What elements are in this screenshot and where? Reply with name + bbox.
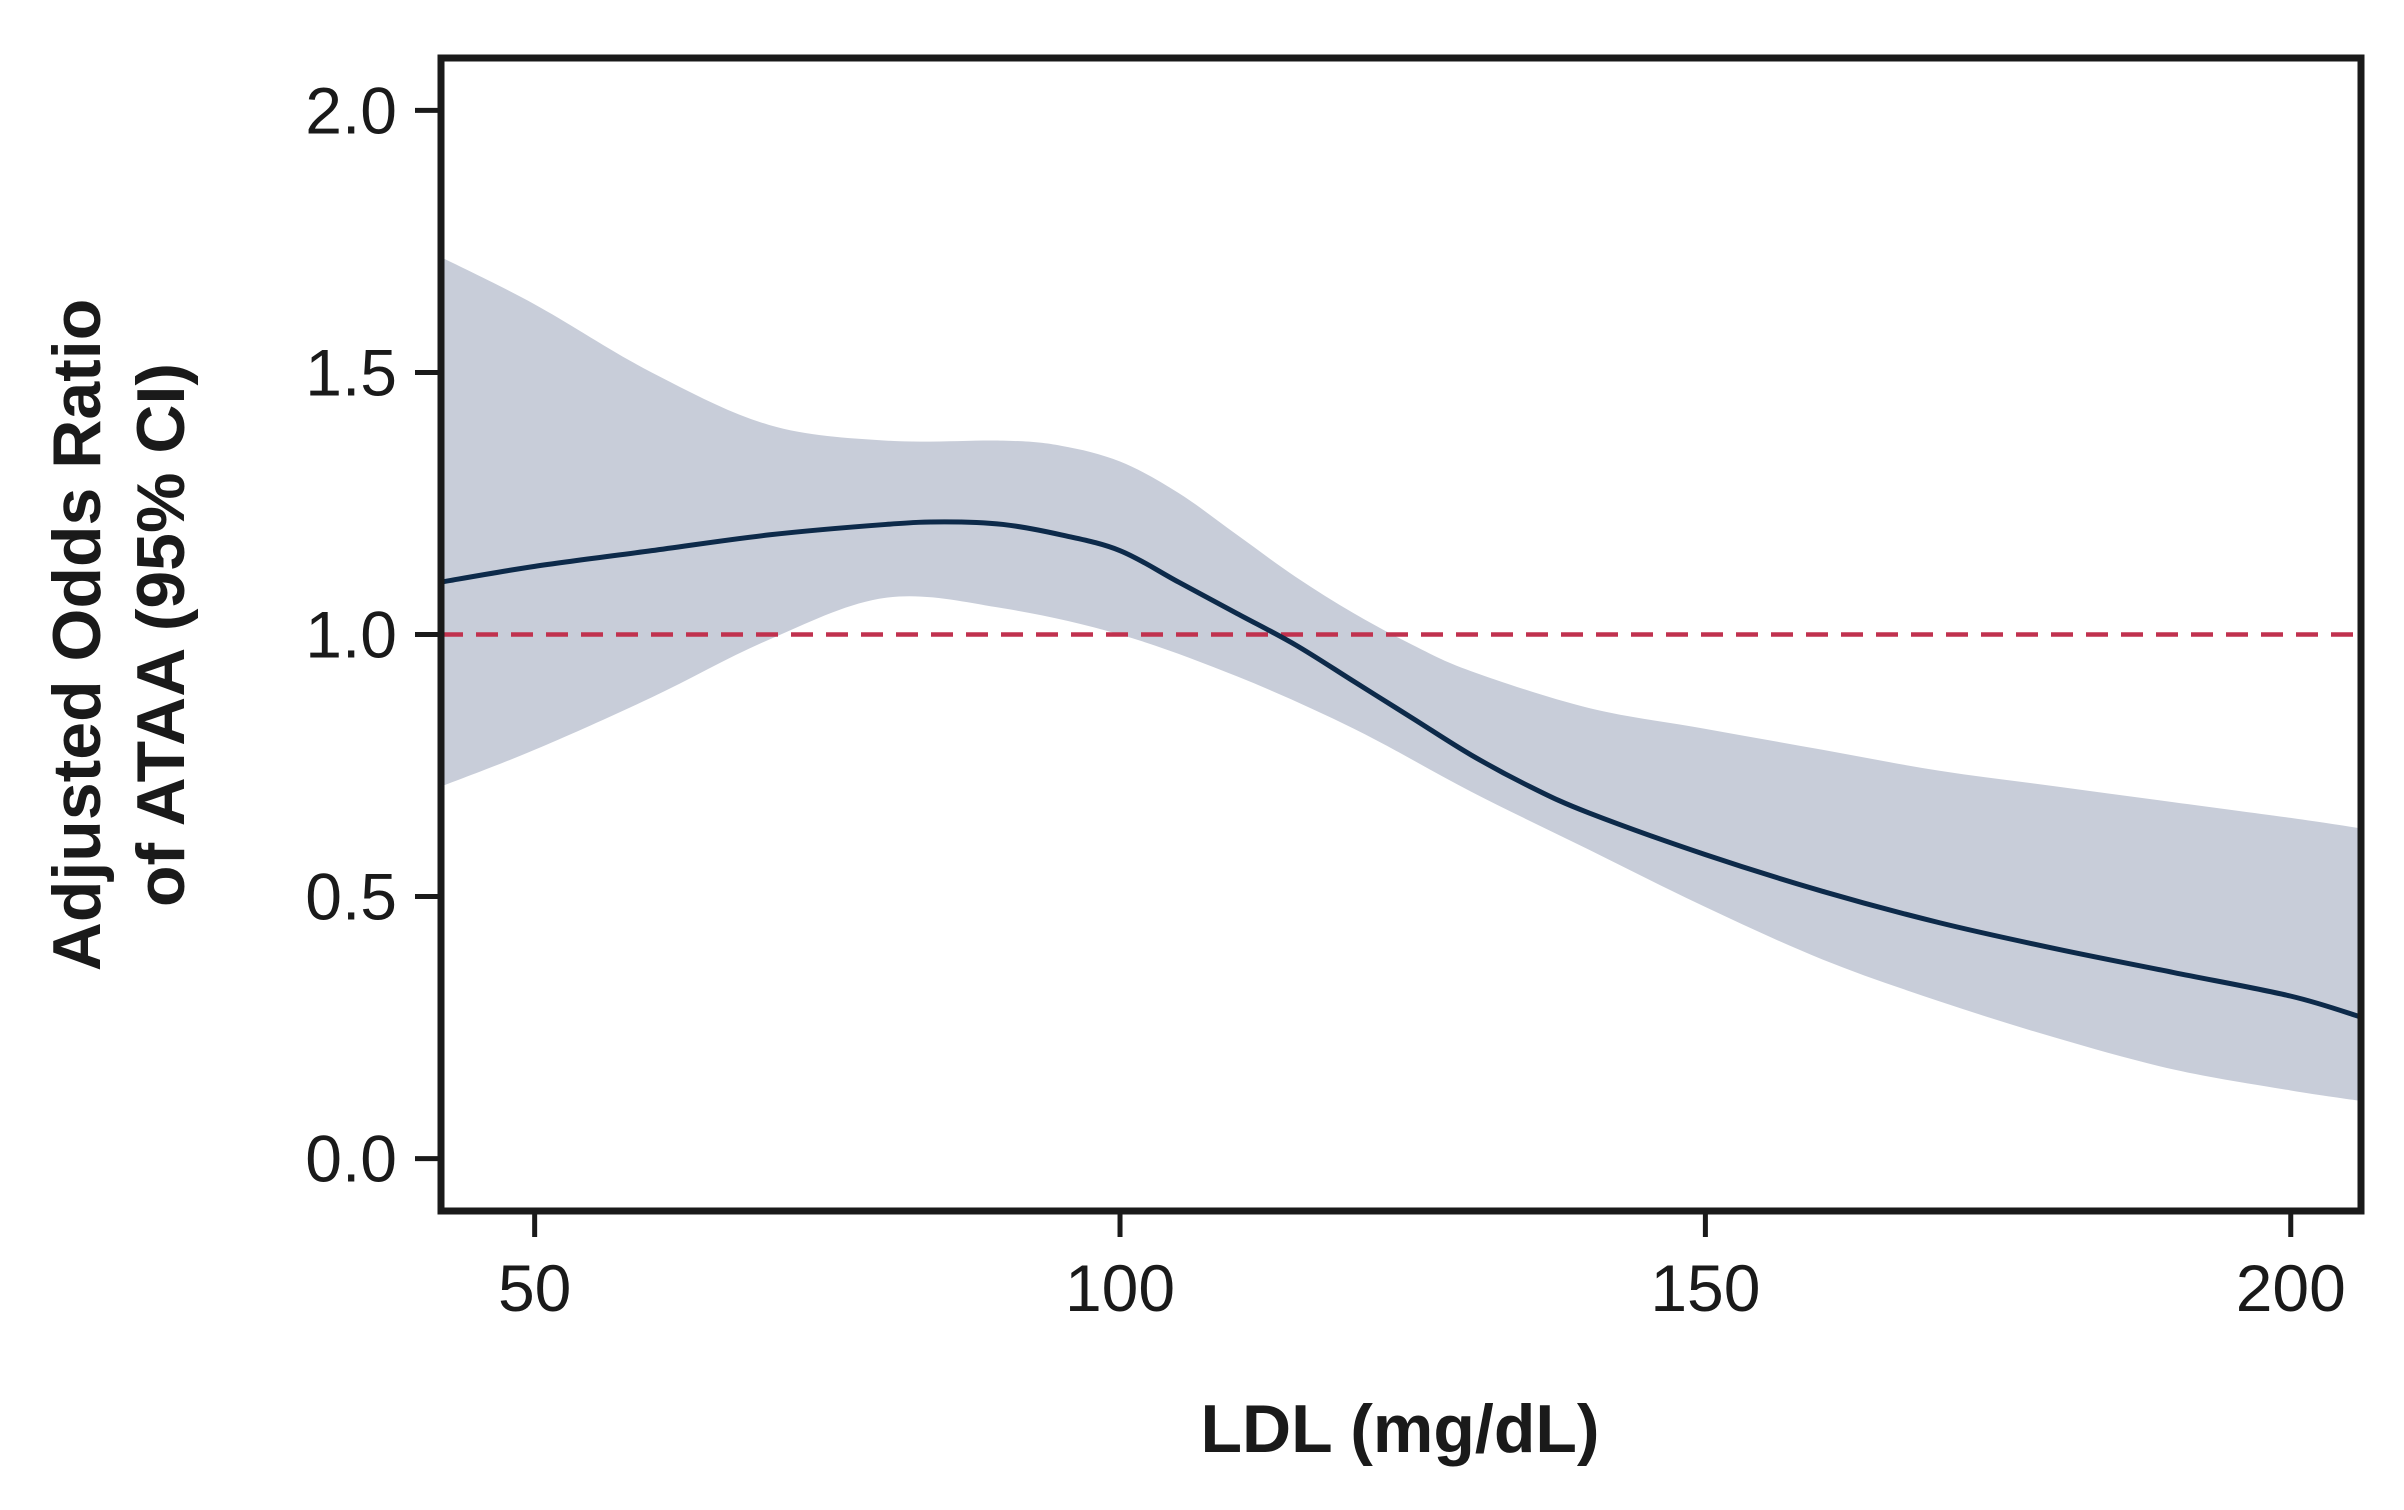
y-axis-title-line-1: Adjusted Odds Ratio [39,299,115,971]
y-axis-ticks: 0.0 0.5 1.0 1.5 2.0 [305,73,441,1196]
x-axis-title: LDL (mg/dL) [1200,1391,1599,1467]
y-tick-label: 1.0 [305,598,397,672]
confidence-interval-band [441,257,2361,1101]
y-tick-label: 1.5 [305,335,397,409]
y-tick-label: 0.0 [305,1122,397,1196]
x-tick-label: 100 [1065,1251,1175,1325]
x-tick-label: 200 [2236,1251,2346,1325]
x-tick-label: 50 [498,1251,571,1325]
x-axis-ticks: 50 100 150 200 [498,1211,2346,1325]
odds-ratio-line [441,519,2361,1020]
y-axis-title: Adjusted Odds Ratio of ATAA (95% CI) [39,299,199,971]
y-tick-label: 2.0 [305,73,397,147]
y-axis-title-line-2: of ATAA (95% CI) [123,363,199,907]
x-tick-label: 150 [1650,1251,1760,1325]
y-tick-label: 0.5 [305,860,397,934]
